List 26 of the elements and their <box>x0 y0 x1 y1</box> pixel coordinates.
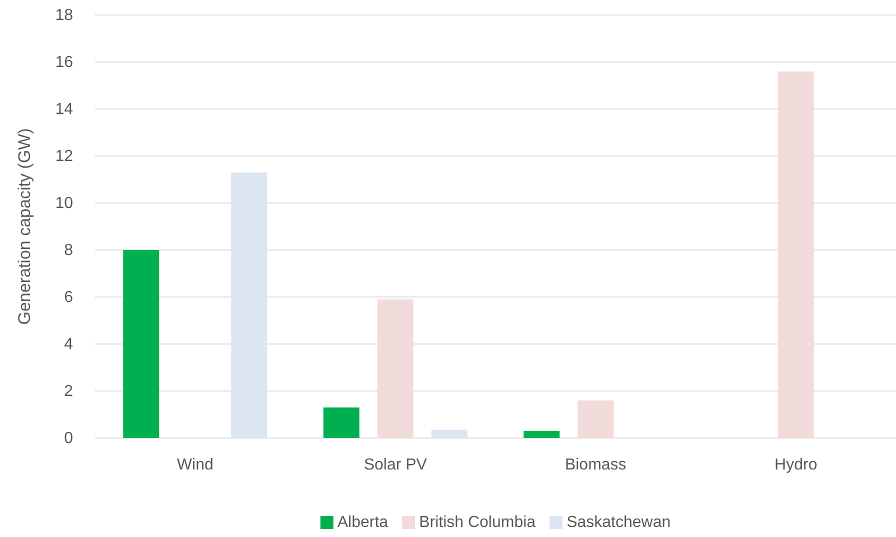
y-tick-label: 6 <box>64 289 74 306</box>
y-tick-label: 14 <box>55 101 74 118</box>
bar <box>578 400 614 438</box>
bar <box>377 299 414 438</box>
bar <box>123 250 160 438</box>
y-axis-title: Generation capacity (GW) <box>15 128 34 325</box>
y-tick-label: 10 <box>55 195 74 212</box>
x-tick-label: Solar PV <box>364 456 428 474</box>
y-tick-label: 16 <box>55 54 74 72</box>
x-tick-label: Biomass <box>564 456 626 474</box>
legend-label: Alberta <box>337 514 388 531</box>
y-tick-label: 4 <box>64 336 74 354</box>
bar <box>231 172 268 438</box>
y-tick-label: 18 <box>55 7 74 24</box>
bar <box>778 71 814 438</box>
legend-label: Saskatchewan <box>566 514 671 531</box>
x-tick-label: Wind <box>176 456 214 474</box>
y-tick-label: 0 <box>64 430 74 448</box>
legend-label: British Columbia <box>419 514 536 531</box>
y-tick-label: 8 <box>64 242 74 260</box>
x-tick-label: Hydro <box>774 456 818 474</box>
y-tick-label: 12 <box>55 148 74 166</box>
y-tick-label: 2 <box>64 383 74 400</box>
bar <box>323 407 360 438</box>
bar <box>524 430 560 438</box>
bar <box>431 430 468 438</box>
